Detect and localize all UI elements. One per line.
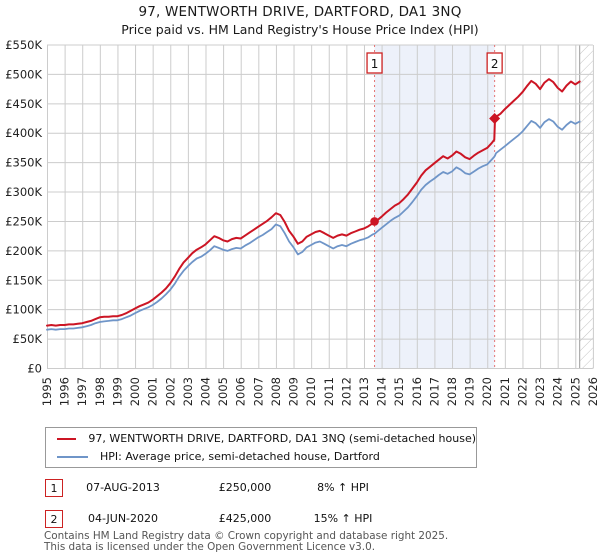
x-axis-tick-label: 1998 — [93, 377, 107, 406]
hpi-line-swatch — [57, 455, 88, 458]
sale-1-price: £250,000 — [218, 481, 272, 494]
sale-2-price: £425,000 — [218, 512, 272, 525]
x-axis-tick-label: 2009 — [287, 377, 301, 406]
legend-label-property: 97, WENTWORTH DRIVE, DARTFORD, DA1 3NQ (… — [88, 432, 476, 445]
x-axis-tick-label: 2006 — [234, 377, 248, 406]
sale-point-marker — [370, 217, 379, 226]
y-axis-tick-label: £250K — [5, 214, 42, 228]
y-axis-tick-label: £350K — [5, 156, 42, 170]
x-axis-tick-label: 2019 — [463, 377, 477, 406]
sale-1-date: 07-AUG-2013 — [86, 481, 160, 494]
chart-legend: 97, WENTWORTH DRIVE, DARTFORD, DA1 3NQ (… — [45, 427, 477, 468]
x-axis-tick-label: 2007 — [251, 377, 265, 406]
x-axis-tick-label: 2017 — [427, 377, 441, 406]
legend-label-hpi: HPI: Average price, semi-detached house,… — [100, 450, 380, 463]
legend-item-property: 97, WENTWORTH DRIVE, DARTFORD, DA1 3NQ (… — [57, 431, 476, 446]
x-axis-tick-label: 1995 — [40, 377, 54, 406]
x-axis-tick-label: 2005 — [216, 377, 230, 406]
chart-grid — [47, 44, 594, 369]
x-axis-tick-label: 1997 — [75, 377, 89, 406]
x-axis-tick-label: 2012 — [339, 377, 353, 406]
property-price-line — [46, 78, 581, 327]
hpi-line — [46, 118, 581, 331]
x-axis-tick-label: 2020 — [480, 377, 494, 406]
x-axis-tick-label: 2026 — [586, 377, 600, 406]
y-axis-tick-label: £300K — [5, 185, 42, 199]
sale-point-marker — [489, 113, 501, 125]
x-axis-tick-label: 1996 — [58, 377, 72, 406]
x-axis-tick-label: 2024 — [551, 377, 565, 406]
y-axis-tick-label: £0 — [27, 362, 42, 376]
y-axis-tick-label: £100K — [5, 303, 42, 317]
sale-1-number-badge: 1 — [45, 479, 63, 497]
y-axis-tick-label: £500K — [5, 67, 42, 81]
x-axis-tick-label: 2014 — [375, 377, 389, 406]
x-axis-tick-label: 2023 — [533, 377, 547, 406]
legend-item-hpi: HPI: Average price, semi-detached house,… — [57, 449, 476, 464]
sale-flag-number: 1 — [371, 57, 379, 71]
license-footer: Contains HM Land Registry data © Crown c… — [44, 531, 448, 553]
sale-2-number-badge: 2 — [45, 510, 63, 528]
x-axis-tick-label: 2008 — [269, 377, 283, 406]
footer-line-1: Contains HM Land Registry data © Crown c… — [44, 530, 449, 542]
x-axis-tick-label: 2015 — [392, 377, 406, 406]
sale-flag-number: 2 — [491, 57, 499, 71]
x-axis-tick-label: 2013 — [357, 377, 371, 406]
x-axis-tick-label: 2004 — [198, 377, 212, 406]
y-axis-tick-label: £400K — [5, 126, 42, 140]
x-axis-tick-label: 2010 — [304, 377, 318, 406]
property-line-swatch — [57, 437, 77, 440]
x-axis-tick-label: 2021 — [498, 377, 512, 406]
x-axis-tick-label: 2002 — [163, 377, 177, 406]
y-axis-tick-label: £150K — [5, 273, 42, 287]
x-axis-tick-label: 2011 — [322, 377, 336, 406]
y-axis-tick-label: £550K — [5, 38, 42, 52]
sale-flag-box — [486, 52, 503, 74]
x-axis-tick-label: 2016 — [410, 377, 424, 406]
x-axis-tick-label: 2003 — [181, 377, 195, 406]
x-axis-tick-label: 2001 — [146, 377, 160, 406]
x-axis-tick-label: 2022 — [515, 377, 529, 406]
page-title: 97, WENTWORTH DRIVE, DARTFORD, DA1 3NQ — [138, 4, 462, 20]
x-axis-tick-label: 2018 — [445, 377, 459, 406]
price-history-chart: 1 2 £0 £50K £100K £150K £200K £250K £300K £350K £4… — [5, 38, 600, 406]
footer-line-2: This data is licensed under the Open Gov… — [44, 540, 376, 553]
y-axis-tick-label: £50K — [13, 332, 43, 346]
y-axis-tick-label: £200K — [5, 244, 42, 258]
sale-1-hpi-delta: 8% ↑ HPI — [317, 481, 369, 494]
sale-flag-box — [366, 52, 383, 74]
sale-2-date: 04-JUN-2020 — [87, 512, 159, 525]
x-axis-tick-label: 2000 — [128, 377, 142, 406]
future-hatched-region — [579, 45, 593, 369]
x-axis-tick-label: 1999 — [110, 377, 124, 406]
x-axis-tick-label: 2025 — [568, 377, 582, 406]
page-subtitle: Price paid vs. HM Land Registry's House … — [121, 22, 479, 37]
y-axis-tick-label: £450K — [5, 97, 42, 111]
sale-2-hpi-delta: 15% ↑ HPI — [313, 512, 373, 525]
